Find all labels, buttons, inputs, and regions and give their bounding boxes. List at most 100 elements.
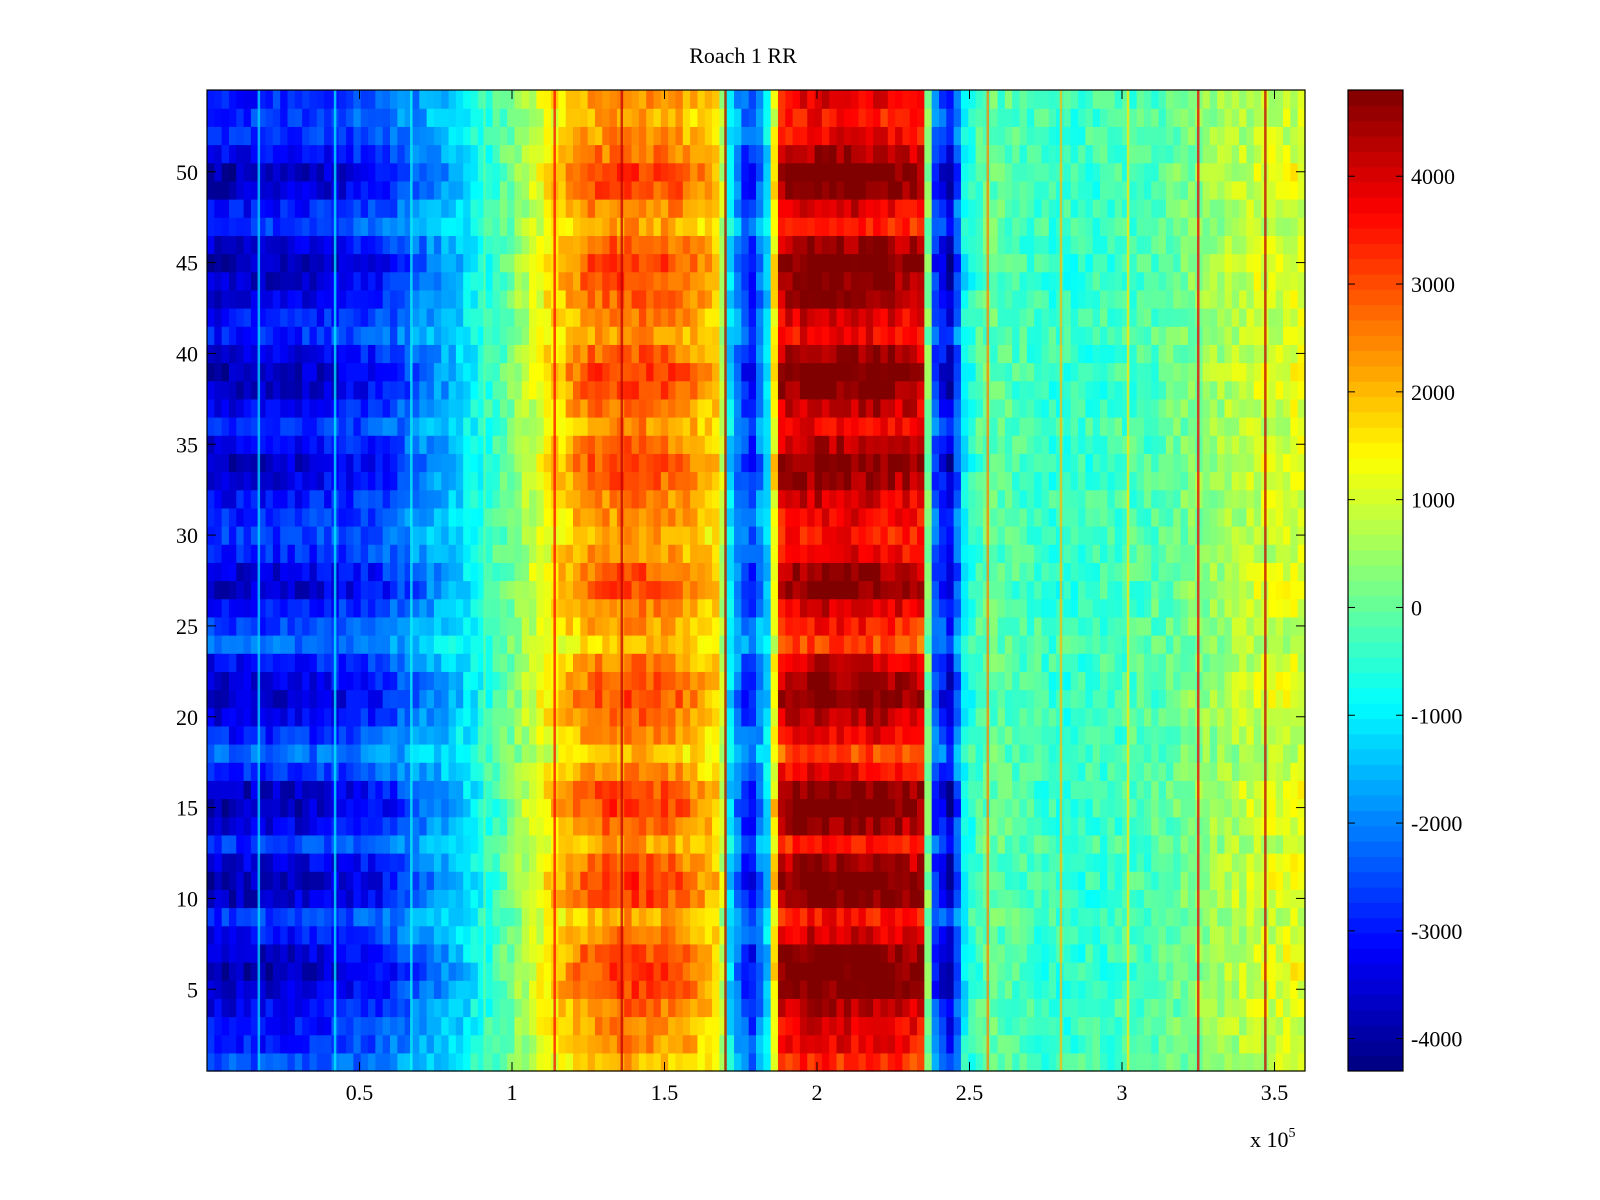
heatmap-cell [851, 635, 860, 654]
heatmap-cell [682, 762, 691, 781]
heatmap-cell [931, 725, 940, 745]
heatmap-cell [953, 689, 962, 709]
heatmap-cell [917, 544, 925, 563]
heatmap-cell [1107, 653, 1116, 672]
heatmap-cell [521, 962, 530, 981]
heatmap-cell [228, 1034, 237, 1054]
heatmap-cell [485, 1016, 494, 1036]
heatmap-cell [404, 471, 413, 491]
heatmap-cell [353, 889, 362, 909]
heatmap-cell [346, 653, 354, 672]
heatmap-cell [353, 471, 362, 491]
heatmap-cell [836, 907, 845, 927]
heatmap-cell [682, 507, 691, 527]
heatmap-cell [1246, 707, 1255, 727]
heatmap-cell [638, 671, 647, 691]
heatmap-cell [470, 562, 479, 582]
heatmap-cell [873, 943, 882, 963]
heatmap-cell [1070, 889, 1079, 909]
heatmap-cell [477, 871, 486, 890]
heatmap-cell [580, 489, 589, 509]
heatmap-cell [807, 598, 816, 618]
heatmap-cell [543, 889, 552, 909]
heatmap-cell [221, 689, 230, 709]
heatmap-cell [799, 871, 808, 890]
heatmap-cell [697, 653, 706, 672]
heatmap-cell [455, 943, 464, 963]
heatmap-cell [404, 925, 413, 945]
heatmap-cell [507, 780, 516, 800]
heatmap-cell [777, 562, 786, 582]
heatmap-cell [1114, 580, 1123, 600]
heatmap-cell [924, 998, 933, 1018]
heatmap-cell [1012, 580, 1021, 600]
heatmap-cell [704, 962, 713, 981]
heatmap-cell [726, 998, 735, 1018]
heatmap-cell [887, 962, 896, 981]
heatmap-cell [287, 962, 296, 981]
heatmap-cell [411, 889, 420, 909]
heatmap-cell [368, 635, 376, 654]
heatmap-cell [792, 853, 801, 872]
heatmap-cell [799, 780, 808, 800]
heatmap-cell [997, 816, 1006, 836]
heatmap-cell [243, 907, 252, 927]
heatmap-cell [302, 1034, 311, 1054]
heatmap-cell [748, 780, 757, 800]
heatmap-cell [946, 598, 955, 618]
heatmap-cell [1239, 853, 1248, 872]
heatmap-cell [1034, 562, 1043, 582]
heatmap-cell [931, 598, 940, 618]
heatmap-cell [843, 635, 852, 654]
heatmap-cell [360, 744, 369, 763]
heatmap-cell [419, 598, 428, 618]
heatmap-cell [1078, 598, 1086, 618]
heatmap-cell [302, 853, 311, 872]
heatmap-cell [931, 744, 940, 763]
heatmap-cell [939, 489, 947, 509]
heatmap-cell [1231, 635, 1240, 654]
heatmap-cell [734, 998, 742, 1018]
heatmap-cell [756, 689, 764, 709]
heatmap-cell [697, 544, 706, 563]
heatmap-cell [587, 762, 596, 781]
heatmap-cell [1012, 834, 1021, 854]
heatmap-cell [939, 1016, 947, 1036]
heatmap-cell [1275, 526, 1284, 545]
heatmap-cell [858, 1034, 867, 1054]
heatmap-cell [228, 998, 237, 1018]
heatmap-cell [536, 889, 545, 909]
heatmap-cell [573, 689, 581, 709]
heatmap-cell [953, 980, 962, 999]
heatmap-cell [858, 871, 867, 890]
heatmap-cell [675, 526, 684, 545]
heatmap-cell [895, 980, 903, 999]
heatmap-cell [975, 798, 984, 818]
heatmap-cell [1297, 1052, 1306, 1072]
heatmap-cell [895, 798, 903, 818]
heatmap-cell [953, 925, 962, 945]
heatmap-cell [1187, 689, 1196, 709]
heatmap-cell [265, 962, 274, 981]
heatmap-cell [382, 798, 391, 818]
heatmap-cell [455, 762, 464, 781]
heatmap-cell [529, 580, 537, 600]
heatmap-cell [902, 1052, 911, 1072]
heatmap-cell [1209, 671, 1218, 691]
heatmap-cell [404, 635, 413, 654]
heatmap-cell [704, 526, 713, 545]
heatmap-cell [316, 834, 325, 854]
heatmap-cell [748, 980, 757, 999]
heatmap-cell [1209, 562, 1218, 582]
heatmap-cell [243, 471, 252, 491]
heatmap-cell [316, 998, 325, 1018]
heatmap-cell [324, 744, 333, 763]
heatmap-cell [602, 562, 611, 582]
heatmap-cell [441, 725, 450, 745]
heatmap-cell [777, 889, 786, 909]
heatmap-cell [821, 507, 830, 527]
heatmap-cell [726, 980, 735, 999]
heatmap-cell [499, 653, 508, 672]
heatmap-cell [975, 598, 984, 618]
heatmap-cell [1026, 889, 1035, 909]
